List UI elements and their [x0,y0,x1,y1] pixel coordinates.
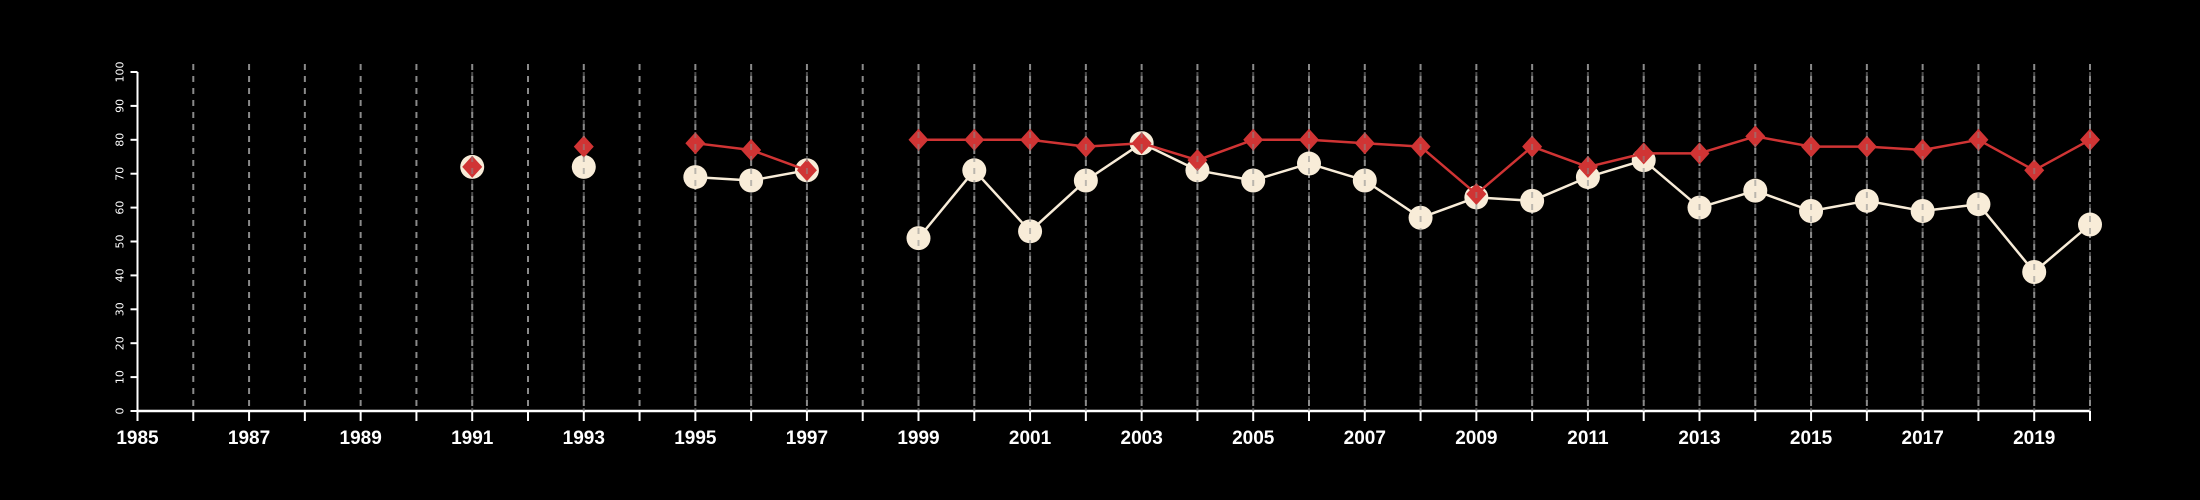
series-line-segment [1197,138,1254,162]
series-line-segment [2033,223,2091,273]
y-tick-label: 30 [114,302,127,316]
y-tick-label: 90 [114,99,127,113]
data-point [571,154,596,179]
data-point [906,226,931,251]
data-point [2080,128,2100,151]
x-tick-label: 2009 [1455,428,1497,449]
data-point [685,132,706,155]
y-tick-label: 70 [114,167,127,181]
x-tick-label: 2003 [1121,428,1163,449]
data-point [1577,155,1598,178]
x-tick-label: 2011 [1567,428,1609,449]
data-point [1799,198,1824,223]
data-point [2022,260,2047,285]
x-tick-label: 1985 [116,428,159,449]
series-line-segment [2033,138,2091,172]
series-line-segment [917,169,976,239]
x-tick-label: 1987 [228,428,270,449]
series-line-segment [1531,145,1589,169]
y-tick-label: 20 [114,336,127,350]
data-point [1299,128,1319,151]
series-line-segment [695,141,752,152]
series-line-segment [1029,138,1087,148]
x-tick-label: 1995 [674,428,717,449]
series-line-segment [1141,141,1198,162]
series-cream [460,131,2102,285]
data-point [1354,132,1375,155]
series-red [462,125,2100,206]
series-line-segment [750,148,808,172]
series-line-segment [1475,145,1533,195]
series-line-segment [1029,179,1087,233]
series-line-segment [1977,138,2035,172]
x-tick-label: 1999 [897,428,939,449]
y-tick-label: 50 [114,235,127,249]
series-line-segment [1419,145,1478,195]
data-point [964,128,985,151]
data-point [1910,198,1935,223]
x-tick-label: 2013 [1678,428,1720,449]
x-tick-label: 2015 [1790,428,1833,449]
data-point [1633,142,1654,165]
x-tick-label: 1991 [451,428,494,449]
series-line-segment [1642,159,1701,209]
data-point [2078,212,2102,237]
y-tick-label: 10 [114,370,127,384]
x-tick-label: 1993 [563,428,605,449]
data-point [1520,188,1545,213]
data-point [1243,128,1264,151]
series-line-segment [1587,152,1645,169]
data-point [1131,132,1152,155]
x-tick-label: 2001 [1009,428,1052,449]
y-tick-label: 80 [114,133,127,147]
data-point [1020,128,1041,151]
y-tick-label: 100 [114,62,127,83]
x-tick-label: 1997 [786,428,828,449]
series-line-segment [973,169,1031,233]
data-point [1743,178,1768,203]
data-point [908,128,929,151]
y-tick-label: 60 [114,201,127,215]
x-tick-label: 2005 [1232,428,1275,449]
data-point [462,155,483,178]
data-point [1297,151,1321,176]
y-tick-label: 0 [114,408,127,415]
series-line-segment [1977,203,2036,273]
x-tick-label: 2017 [1902,428,1944,449]
data-point [1689,142,1710,165]
data-point [683,165,708,190]
y-tick-label: 40 [114,268,127,282]
data-point [1968,128,1989,151]
series-line-segment [1922,138,1979,152]
series-line-segment [1755,135,1812,148]
x-tick-label: 1989 [340,428,382,449]
series-line-segment [1699,135,1756,155]
data-point [1854,188,1879,213]
x-tick-label: 2019 [2013,428,2055,449]
x-tick-label: 2007 [1344,428,1386,449]
